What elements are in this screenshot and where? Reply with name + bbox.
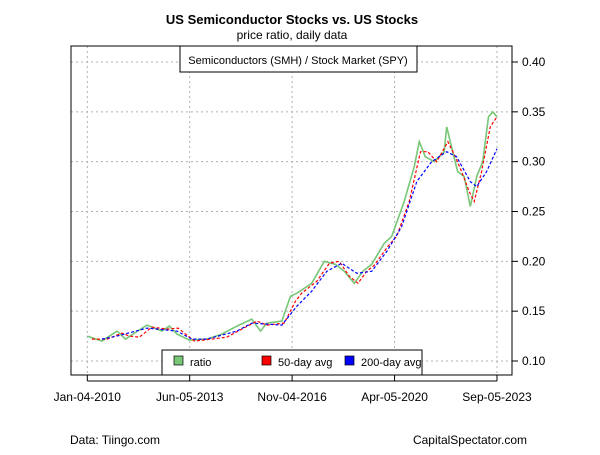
x-axis: Jan-04-2010 Jun-05-2013 Nov-04-2016 Apr-05-…	[54, 375, 532, 404]
footer-right: CapitalSpectator.com	[413, 433, 527, 447]
series-label-box: Semiconductors (SMH) / Stock Market (SPY…	[179, 45, 418, 73]
legend-label: 50-day avg	[278, 357, 332, 369]
legend-swatch	[173, 355, 184, 366]
y-tick-label: 0.35	[522, 105, 546, 119]
legend-label: 200-day avg	[361, 357, 422, 369]
chart-title: US Semiconductor Stocks vs. US Stocks	[166, 12, 418, 27]
y-tick-label: 0.30	[522, 155, 546, 169]
grid	[71, 46, 512, 375]
y-tick-label: 0.15	[522, 304, 546, 318]
legend-label: ratio	[190, 357, 211, 369]
series-line-200-day-avg	[101, 148, 498, 340]
y-tick-label: 0.10	[522, 354, 546, 368]
y-axis: 0.10 0.15 0.20 0.25 0.30 0.35 0.40	[512, 55, 546, 368]
x-tick-label: Sep-05-2023	[462, 390, 532, 404]
y-tick-label: 0.25	[522, 205, 546, 219]
y-tick-label: 0.20	[522, 254, 546, 268]
x-tick-label: Jun-05-2013	[156, 390, 224, 404]
series-line-50-day-avg	[91, 116, 498, 342]
y-tick-label: 0.40	[522, 55, 546, 69]
legend-swatch	[344, 355, 355, 366]
x-tick-label: Jan-04-2010	[54, 390, 122, 404]
series-label: Semiconductors (SMH) / Stock Market (SPY…	[188, 55, 407, 67]
x-tick-label: Apr-05-2020	[361, 390, 428, 404]
chart-subtitle: price ratio, daily data	[237, 28, 348, 42]
series-line-ratio	[87, 110, 498, 342]
legend: ratio 50-day avg 200-day avg	[161, 349, 423, 376]
x-tick-label: Nov-04-2016	[257, 390, 327, 404]
plot-border	[70, 45, 513, 376]
footer-left: Data: Tiingo.com	[70, 433, 160, 447]
legend-swatch	[261, 355, 272, 366]
series-lines	[87, 110, 498, 342]
